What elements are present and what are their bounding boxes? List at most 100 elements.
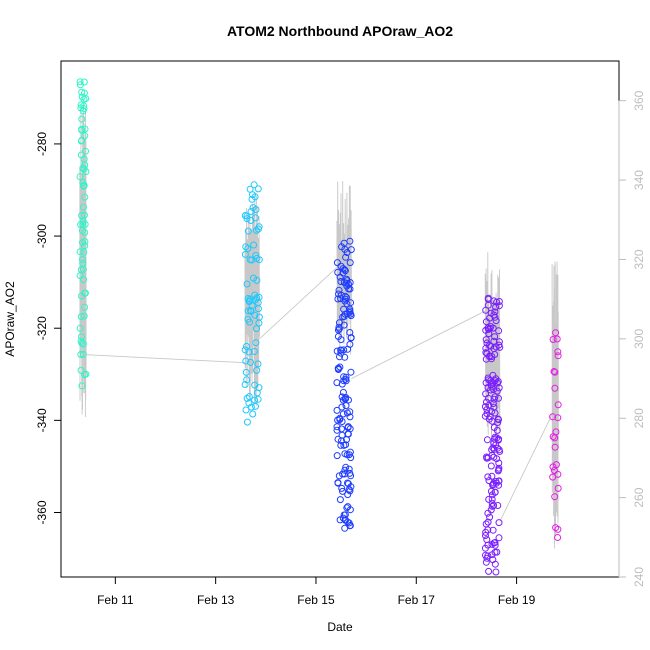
data-point [249,410,257,418]
data-point [554,401,562,409]
y-tick-label-left: -280 [35,132,49,156]
data-point [254,395,262,403]
data-point [483,436,491,444]
data-point [337,346,345,354]
data-point [482,336,490,344]
data-point [486,513,494,521]
data-point [341,450,349,458]
data-point [490,502,498,510]
data-point [338,393,346,401]
data-point [491,488,499,496]
data-point [251,311,259,319]
data-point [485,567,493,575]
data-point [77,366,85,374]
data-point [495,519,503,527]
data-point [490,395,498,403]
data-point [336,516,344,524]
data-point [243,280,251,288]
data-point [495,477,503,485]
y-tick-label-left: -320 [35,316,49,340]
data-point [334,333,342,340]
x-tick-label: Feb 11 [97,593,134,607]
data-point [549,463,557,471]
data-point [254,185,262,193]
data-point [554,525,562,533]
data-point [250,348,258,355]
y-axis-label: APOraw_AO2 [3,281,17,357]
data-point [76,324,84,332]
data-point [333,406,341,414]
line-connector [499,414,553,522]
data-point [335,319,343,327]
data-point [554,414,562,422]
data-point [346,487,354,495]
data-point [81,125,89,133]
data-point [553,335,561,343]
x-tick-label: Feb 19 [498,593,536,607]
data-point [339,487,346,495]
data-point [487,309,495,317]
data-point [333,452,341,460]
data-point [342,463,350,471]
data-point [491,548,499,556]
data-point [252,402,259,410]
data-point [344,491,352,499]
data-point [78,333,85,341]
data-point [552,524,560,532]
data-point [495,338,503,346]
data-point [346,285,354,293]
data-point [333,259,341,267]
data-point [491,560,499,568]
line-connector [259,267,338,340]
data-point [551,368,559,376]
data-point [551,384,559,392]
y-tick-label-right: 340 [632,170,646,190]
data-point [80,102,88,110]
data-point [337,441,345,449]
data-point [484,518,492,526]
data-point [343,409,351,417]
data-point [341,245,349,253]
data-point [250,181,258,189]
data-point [244,227,252,235]
data-point [487,462,495,470]
data-point [345,486,353,493]
y-tick-label-right: 260 [632,487,646,507]
data-point [242,406,250,414]
data-point [549,473,557,481]
data-point [334,268,342,276]
data-point [492,568,500,576]
data-point [241,346,249,354]
data-point [82,147,89,155]
data-point [81,242,89,250]
data-point [338,484,346,492]
data-point [495,459,503,467]
x-axis: Feb 11 Feb 13 Feb 15 Feb 17 Feb 19 [97,576,536,607]
data-point [482,349,490,357]
data-point [488,472,496,480]
data-point [495,394,502,402]
data-point [336,496,344,504]
data-point [490,297,498,305]
data-point [484,509,492,517]
data-point [81,132,89,140]
data-point [492,478,500,485]
data-point [550,467,558,474]
data-point [491,333,499,341]
data-point [483,406,491,414]
data-point [487,487,495,495]
line-series [79,102,559,549]
data-point [550,368,558,375]
data-point [82,370,90,378]
data-point [77,137,85,145]
data-point [347,368,355,376]
data-point [341,266,349,274]
data-point [253,366,261,374]
data-point [490,403,498,411]
data-point [549,336,557,343]
data-point [494,436,502,444]
data-point [79,220,87,228]
y-tick-label-right: 320 [632,249,646,269]
data-point [482,379,490,387]
